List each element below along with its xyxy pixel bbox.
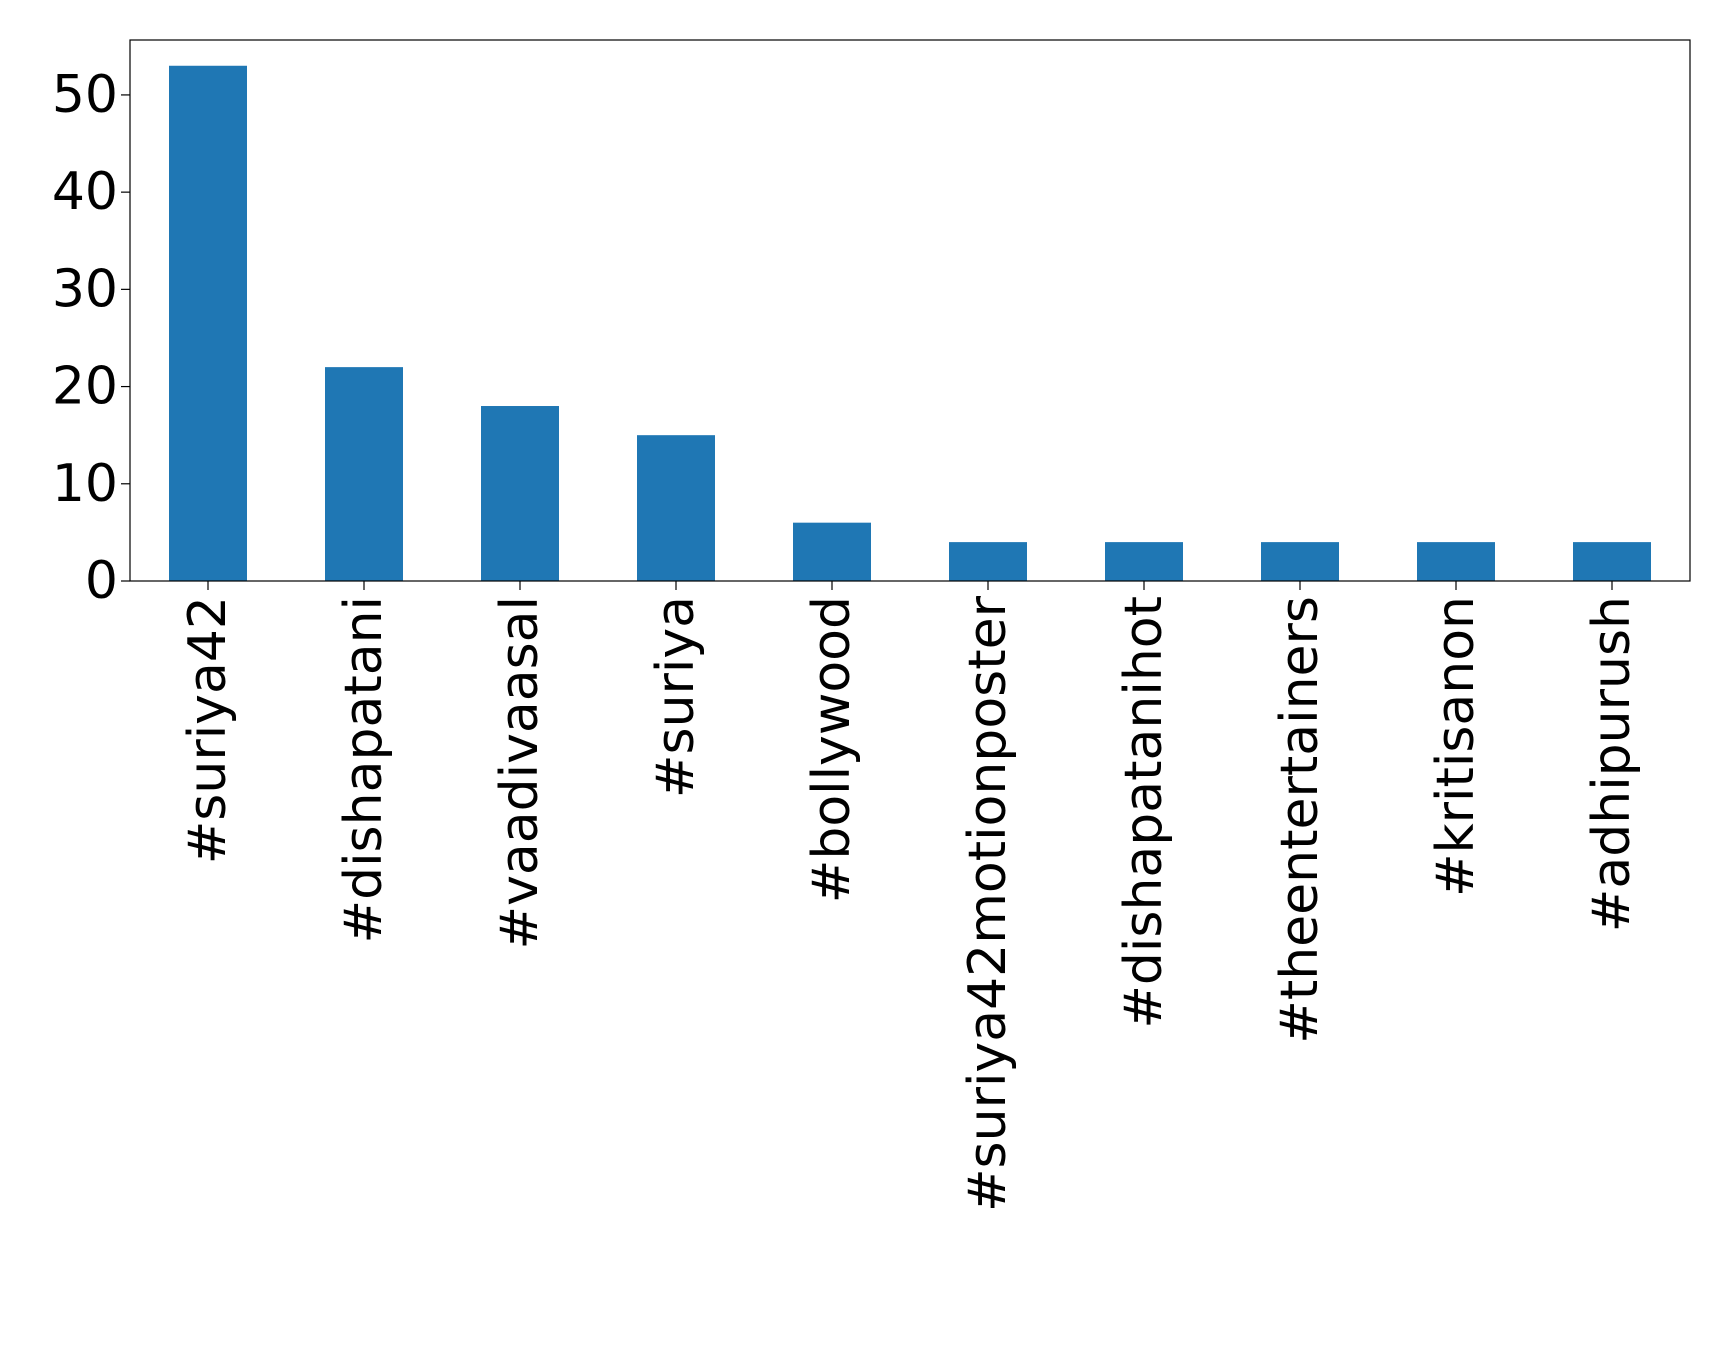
bar-1 [325, 367, 403, 581]
bar-2 [481, 406, 559, 581]
y-tick-label-1: 10 [52, 454, 118, 514]
y-tick-label-3: 30 [52, 259, 118, 319]
x-tick-label-1: #dishapatani [334, 596, 394, 943]
x-tick-label-0: #suriya42 [178, 596, 238, 864]
bar-7 [1261, 542, 1339, 581]
bar-6 [1105, 542, 1183, 581]
x-tick-label-7: #theentertainers [1270, 596, 1330, 1044]
y-tick-label-0: 0 [85, 551, 118, 611]
bar-5 [949, 542, 1027, 581]
y-axis: 0 10 20 30 40 50 [52, 65, 130, 611]
y-tick-label-5: 50 [52, 65, 118, 125]
x-tick-label-6: #dishapatanihot [1114, 596, 1174, 1029]
bar-8 [1417, 542, 1495, 581]
x-axis: #suriya42 #dishapatani #vaadivaasal #suriya… [178, 581, 1642, 1212]
bar-4 [793, 522, 871, 581]
bar-9 [1573, 542, 1651, 581]
x-tick-label-4: #bollywood [802, 596, 862, 903]
x-tick-label-2: #vaadivaasal [490, 596, 550, 949]
x-tick-label-8: #kritisanon [1426, 596, 1486, 897]
plot-frame [129, 39, 1691, 582]
x-tick-label-9: #adhipurush [1582, 596, 1642, 932]
bar-0 [169, 65, 247, 581]
bar-3 [637, 435, 715, 581]
x-tick-label-5: #suriya42motionposter [958, 595, 1018, 1212]
y-tick-label-4: 40 [52, 162, 118, 222]
bar-group [169, 65, 1651, 581]
x-tick-label-3: #suriya [646, 596, 706, 798]
y-tick-label-2: 20 [52, 357, 118, 417]
